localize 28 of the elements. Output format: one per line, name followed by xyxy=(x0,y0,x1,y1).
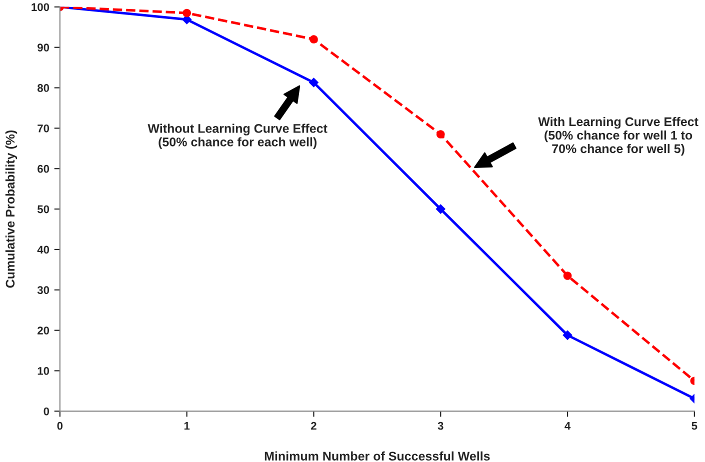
y-tick-label: 50 xyxy=(37,205,50,214)
x-tick-label: 0 xyxy=(57,422,63,430)
y-tick-label: 10 xyxy=(38,367,50,375)
x-tick-label: 2 xyxy=(311,422,316,430)
y-tick-label: 100 xyxy=(32,3,50,12)
point xyxy=(308,78,319,88)
y-tick-label: 0 xyxy=(44,407,50,416)
y-tick-label: 90 xyxy=(38,44,50,52)
x-tick-label: 1 xyxy=(184,422,190,430)
point xyxy=(562,330,572,340)
point xyxy=(182,8,191,18)
y-axis-title: Cumulative Probability (%) xyxy=(5,130,18,288)
y-tick-label: 20 xyxy=(38,326,50,334)
x-tick-label: 5 xyxy=(692,422,698,430)
y-tick-label: 80 xyxy=(38,84,50,92)
point xyxy=(436,130,445,138)
y-tick-label: 70 xyxy=(38,124,50,132)
y-tick-label: 60 xyxy=(38,164,50,173)
y-tick-label: 40 xyxy=(37,246,50,254)
x-tick-label: 3 xyxy=(438,422,444,430)
point xyxy=(436,204,446,214)
x-tick-label: 4 xyxy=(564,422,571,430)
point xyxy=(310,35,318,44)
annotation: With Learning Curve Effect (50% chance for well 1 to 70% chance for well 5) xyxy=(538,116,698,156)
y-tick-label: 30 xyxy=(37,286,50,294)
point xyxy=(563,272,572,280)
x-axis-title: Minimum Number of Successful Wells xyxy=(264,451,490,461)
annotation: Without Learning Curve Effect (50% chance for each well) xyxy=(148,124,328,149)
